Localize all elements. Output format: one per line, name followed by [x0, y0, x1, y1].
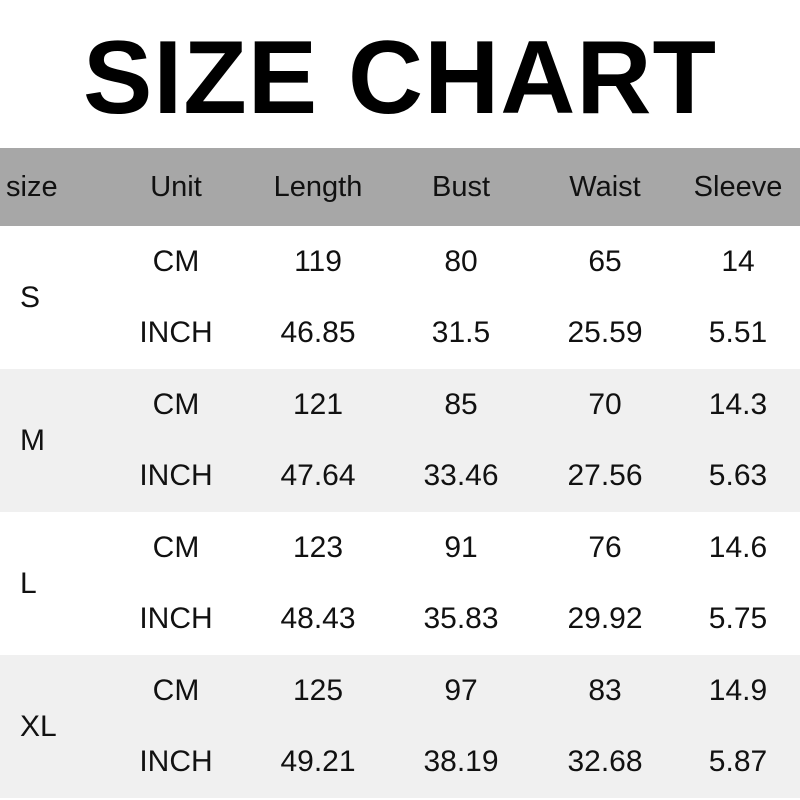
value-cell: 14.6 [676, 512, 800, 584]
value-cell: 5.63 [676, 440, 800, 512]
value-cell: 31.5 [388, 297, 534, 369]
table-row: INCH 47.64 33.46 27.56 5.63 [0, 440, 800, 512]
unit-cell: INCH [104, 583, 248, 655]
size-table: size Unit Length Bust Waist Sleeve S CM 119 80 65… [0, 148, 800, 798]
unit-cell: CM [104, 369, 248, 441]
value-cell: 65 [534, 226, 676, 298]
size-label: L [0, 512, 104, 655]
column-header-unit: Unit [104, 148, 248, 226]
value-cell: 49.21 [248, 726, 388, 798]
table-row: S CM 119 80 65 14 [0, 226, 800, 369]
value-cell: 125 [248, 655, 388, 727]
value-cell: 46.85 [248, 297, 388, 369]
table-row: INCH 46.85 31.5 25.59 5.51 [0, 297, 800, 369]
header-row: size Unit Length Bust Waist Sleeve [0, 148, 800, 226]
value-cell: 47.64 [248, 440, 388, 512]
value-cell: 91 [388, 512, 534, 584]
size-label: XL [0, 655, 104, 798]
value-cell: 85 [388, 369, 534, 441]
table-row: M CM 121 85 70 14.3 [0, 369, 800, 512]
value-cell: 119 [248, 226, 388, 298]
table-row: INCH 48.43 35.83 29.92 5.75 [0, 583, 800, 655]
page-title: SIZE CHART [83, 20, 717, 136]
value-cell: 80 [388, 226, 534, 298]
unit-cell: INCH [104, 726, 248, 798]
value-cell: 38.19 [388, 726, 534, 798]
value-cell: 48.43 [248, 583, 388, 655]
value-cell: 29.92 [534, 583, 676, 655]
value-cell: 121 [248, 369, 388, 441]
value-cell: 123 [248, 512, 388, 584]
value-cell: 14.9 [676, 655, 800, 727]
value-cell: 5.75 [676, 583, 800, 655]
unit-cell: INCH [104, 440, 248, 512]
unit-cell: CM [104, 512, 248, 584]
unit-cell: CM [104, 655, 248, 727]
value-cell: 70 [534, 369, 676, 441]
unit-cell: INCH [104, 297, 248, 369]
value-cell: 97 [388, 655, 534, 727]
column-header-length: Length [248, 148, 388, 226]
value-cell: 5.51 [676, 297, 800, 369]
table-row: L CM 123 91 76 14.6 [0, 512, 800, 655]
table-row: INCH 49.21 38.19 32.68 5.87 [0, 726, 800, 798]
value-cell: 33.46 [388, 440, 534, 512]
value-cell: 27.56 [534, 440, 676, 512]
value-cell: 32.68 [534, 726, 676, 798]
value-cell: 14.3 [676, 369, 800, 441]
size-label: S [0, 226, 104, 369]
unit-cell: CM [104, 226, 248, 298]
column-header-size: size [0, 148, 104, 226]
column-header-sleeve: Sleeve [676, 148, 800, 226]
value-cell: 14 [676, 226, 800, 298]
column-header-bust: Bust [388, 148, 534, 226]
value-cell: 83 [534, 655, 676, 727]
value-cell: 25.59 [534, 297, 676, 369]
table-row: XL CM 125 97 83 14.9 [0, 655, 800, 798]
value-cell: 5.87 [676, 726, 800, 798]
value-cell: 35.83 [388, 583, 534, 655]
value-cell: 76 [534, 512, 676, 584]
size-label: M [0, 369, 104, 512]
column-header-waist: Waist [534, 148, 676, 226]
